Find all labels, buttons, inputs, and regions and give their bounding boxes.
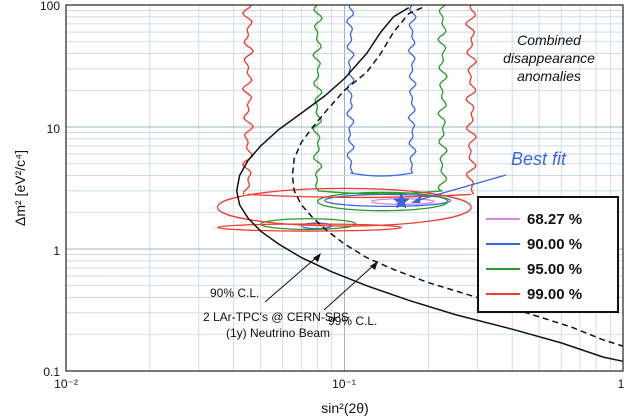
contour-90-right (407, 4, 417, 174)
y-axis-title: Δm² [eV²/c⁴] (12, 150, 28, 226)
legend-label-68: 68.27 % (527, 211, 582, 228)
sensitivity-curves (235, 7, 624, 363)
legend-label-90: 90.00 % (527, 236, 582, 253)
x-tick-0.01: 10⁻² (54, 377, 78, 391)
contour-95-left (312, 4, 323, 192)
annotation-experiment-2: (1y) Neutrino Beam (226, 326, 330, 340)
plot-frame (65, 4, 624, 372)
y-tick-0.1: 0.1 (43, 365, 60, 379)
annotation-combined-2: disappearance (503, 50, 595, 66)
annotation-best-fit: Best fit (511, 149, 567, 169)
annotation-combined-1: Combined (517, 32, 582, 48)
y-tick-10: 10 (47, 122, 61, 136)
contour-90-left (346, 4, 355, 174)
y-tick-1: 1 (53, 244, 60, 258)
contour-95-right (437, 4, 448, 192)
x-tick-1: 1 (618, 377, 625, 391)
best-fit-arrow (414, 174, 507, 202)
contour-90-island-0 (324, 193, 452, 208)
contour-95-bottom (317, 190, 443, 195)
pointer-90-head (313, 253, 321, 262)
pointer-99 (323, 263, 376, 311)
pointer-90 (264, 255, 319, 303)
legend: 68.27 % 90.00 % 95.00 % 99.00 % (477, 196, 619, 313)
contour-95-island-0 (316, 191, 449, 212)
pointer-99-head (370, 261, 378, 270)
annotation-experiment-1: 2 LAr-TPC's @ CERN-SPS (203, 310, 349, 324)
legend-box (477, 196, 619, 313)
annotation-cl90: 90% C.L. (210, 286, 259, 300)
contour-99-left (241, 4, 255, 195)
annotation-cl99: 99% C.L. (328, 314, 377, 328)
best-fit-arrowhead (411, 195, 422, 203)
contour-99-right (464, 4, 478, 195)
x-axis-title: sin²(2θ) (321, 400, 368, 416)
annotation-combined-3: anomalies (517, 68, 581, 84)
y-tick-100: 100 (40, 0, 60, 13)
legend-label-99: 99.00 % (527, 286, 582, 303)
contour-99-island-0 (216, 187, 472, 227)
sensitivity-90-curve (235, 7, 624, 363)
legend-label-95: 95.00 % (527, 261, 582, 278)
sensitivity-99-curve (291, 7, 624, 347)
best-fit-star-icon (393, 192, 410, 209)
contour-99-island-1 (216, 223, 402, 232)
contours (216, 4, 478, 232)
contour-90-bottom (350, 172, 413, 177)
x-tick-0.1: 10⁻¹ (332, 377, 356, 391)
